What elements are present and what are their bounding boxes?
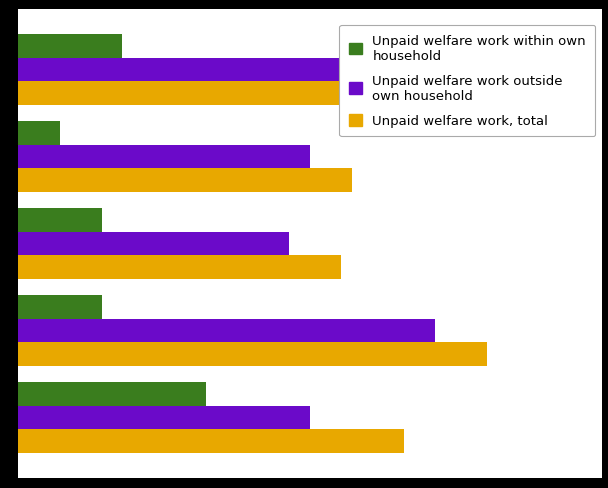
Bar — [18, 145, 310, 169]
Bar — [18, 122, 60, 145]
Bar — [18, 35, 122, 59]
Bar — [18, 406, 310, 429]
Bar — [18, 429, 404, 453]
Bar — [18, 256, 341, 279]
Bar — [18, 296, 102, 319]
Legend: Unpaid welfare work within own
household, Unpaid welfare work outside
own househ: Unpaid welfare work within own household… — [339, 26, 595, 137]
Bar — [18, 343, 487, 366]
Bar — [18, 232, 289, 256]
Bar — [18, 59, 383, 82]
Bar — [18, 383, 206, 406]
Bar — [18, 169, 352, 192]
Bar — [18, 82, 435, 105]
Bar — [18, 209, 102, 232]
Bar — [18, 319, 435, 343]
